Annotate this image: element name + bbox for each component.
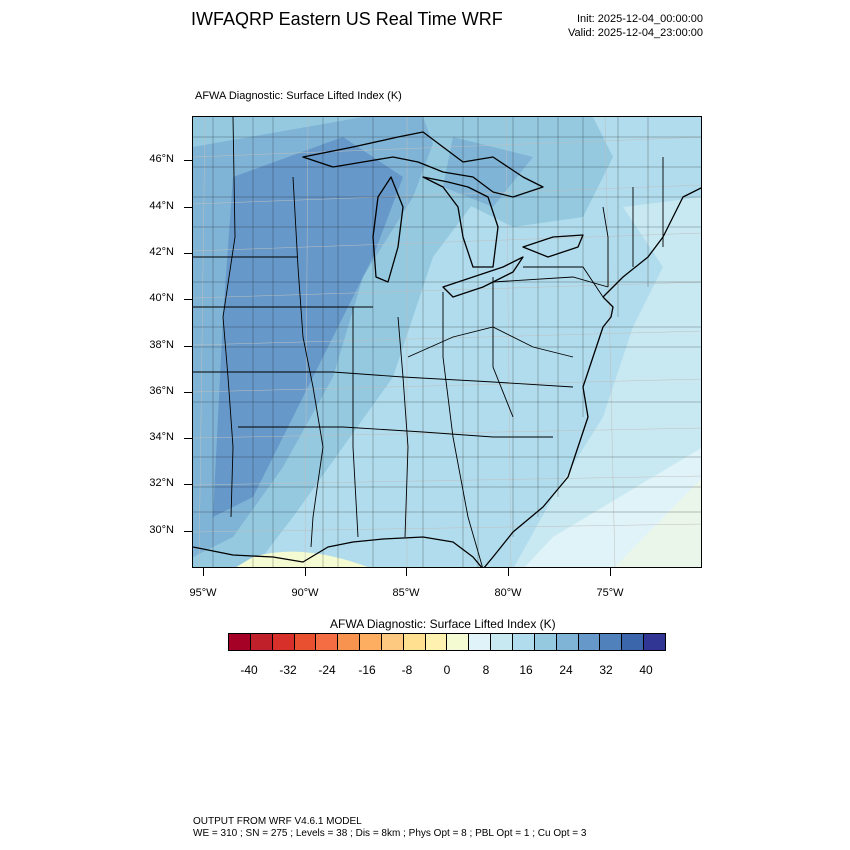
lake-ontario — [522, 234, 584, 258]
colorbar-cell — [600, 634, 623, 650]
lon-tickmark — [610, 568, 611, 576]
lat-tickmark — [184, 346, 192, 347]
lat-tickmark — [184, 531, 192, 532]
colorbar-cell — [534, 634, 557, 650]
init-time: Init: 2025-12-04_00:00:00 — [577, 13, 703, 25]
lake-superior — [302, 131, 544, 198]
lat-tickmark — [184, 392, 192, 393]
county-lines — [193, 117, 701, 567]
lat-tickmark — [184, 160, 192, 161]
colorbar-cell — [622, 634, 645, 650]
lon-tickmark — [203, 568, 204, 576]
colorbar-cell — [644, 634, 665, 650]
lon-label-75w: 75°W — [596, 587, 624, 599]
map-panel — [192, 116, 702, 568]
lat-label-42n: 42°N — [149, 246, 174, 258]
colorbar-cell — [381, 634, 404, 650]
lat-label-38n: 38°N — [149, 339, 174, 351]
colorbar-label: -8 — [401, 663, 413, 677]
lat-tickmark — [184, 253, 192, 254]
colorbar-cell — [512, 634, 535, 650]
lat-tickmark — [184, 438, 192, 439]
lake-huron — [422, 176, 499, 268]
colorbar-label: 16 — [519, 663, 533, 677]
colorbar-label: 8 — [482, 663, 490, 677]
lat-label-46n: 46°N — [149, 153, 174, 165]
colorbar-label: -16 — [358, 663, 376, 677]
colorbar-cell — [469, 634, 492, 650]
lon-label-95w: 95°W — [189, 587, 217, 599]
colorbar-label: -24 — [318, 663, 336, 677]
lat-label-34n: 34°N — [149, 431, 174, 443]
colorbar-label: 40 — [639, 663, 653, 677]
colorbar — [228, 633, 666, 651]
lat-label-32n: 32°N — [149, 477, 174, 489]
colorbar-label: 24 — [559, 663, 573, 677]
colorbar-label: -40 — [240, 663, 258, 677]
colorbar-title: AFWA Diagnostic: Surface Lifted Index (K… — [330, 617, 556, 631]
lat-tickmark — [184, 484, 192, 485]
colorbar-cell — [403, 634, 426, 650]
lat-tickmark — [184, 299, 192, 300]
lon-label-80w: 80°W — [494, 587, 522, 599]
colorbar-cell — [272, 634, 295, 650]
lon-tickmark — [508, 568, 509, 576]
field-southeast-corner — [614, 479, 701, 567]
colorbar-cell — [294, 634, 317, 650]
graticule — [193, 117, 701, 567]
chart-title: IWFAQRP Eastern US Real Time WRF — [191, 9, 503, 29]
field-gulf — [236, 551, 368, 567]
map-subtitle: AFWA Diagnostic: Surface Lifted Index (K… — [195, 90, 402, 102]
colorbar-cell — [425, 634, 448, 650]
colorbar-label: 32 — [599, 663, 613, 677]
colorbar-cell — [316, 634, 339, 650]
lon-tickmark — [305, 568, 306, 576]
colorbar-label: -32 — [279, 663, 297, 677]
lat-label-44n: 44°N — [149, 200, 174, 212]
colorbar-cell — [229, 634, 251, 650]
gulf-coast — [193, 536, 483, 567]
colorbar-cell — [556, 634, 579, 650]
colorbar-cell — [250, 634, 273, 650]
lat-label-30n: 30°N — [149, 524, 174, 536]
lat-label-36n: 36°N — [149, 385, 174, 397]
lat-label-40n: 40°N — [149, 292, 174, 304]
lon-label-90w: 90°W — [291, 587, 319, 599]
lon-tickmark — [406, 568, 407, 576]
colorbar-cell — [360, 634, 382, 650]
colorbar-cell — [491, 634, 513, 650]
lat-tickmark — [184, 207, 192, 208]
map-canvas — [193, 117, 701, 567]
colorbar-cell — [447, 634, 470, 650]
colorbar-cell — [578, 634, 601, 650]
field-atlantic — [514, 197, 701, 567]
colorbar-cell — [338, 634, 361, 650]
model-config: WE = 310 ; SN = 275 ; Levels = 38 ; Dis … — [193, 828, 587, 839]
lon-label-85w: 85°W — [392, 587, 420, 599]
valid-time: Valid: 2025-12-04_23:00:00 — [568, 27, 703, 39]
model-info: OUTPUT FROM WRF V4.6.1 MODEL — [193, 816, 362, 827]
field-lakes-core — [443, 137, 533, 207]
colorbar-label: 0 — [443, 663, 451, 677]
